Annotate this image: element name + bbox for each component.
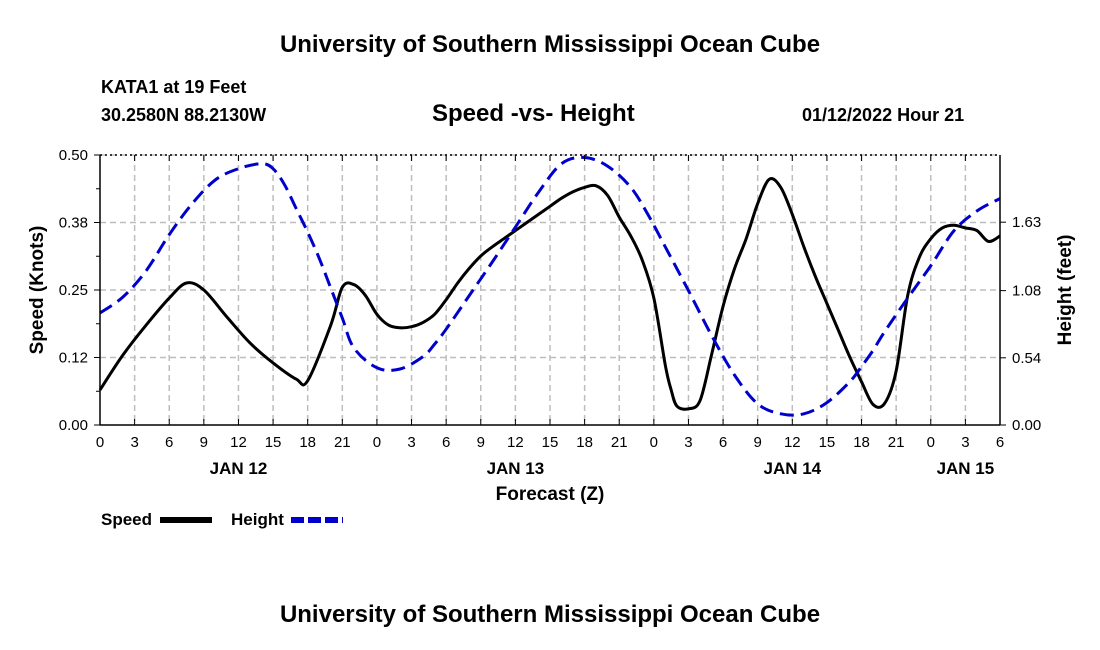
speed-height-chart: 0 3 6 9 12 15 18 21 0 3 6 9 12 15 18 21 0 3 6 9 12 15 18 21 0 3 60… xyxy=(27,147,1076,529)
y-tick-label: 0.25 xyxy=(59,282,88,299)
main-title: University of Southern Mississippi Ocean… xyxy=(279,31,821,58)
x-tick-label: 18 xyxy=(576,434,593,451)
x-axis-title: Forecast (Z) xyxy=(496,484,605,505)
datetime-label: 01/12/2022 Hour 21 xyxy=(802,105,965,125)
legend-height-label: Height xyxy=(231,510,284,529)
station-label: KATA1 at 19 Feet xyxy=(101,77,247,97)
x-tick-label: 9 xyxy=(200,434,208,451)
x-tick-label: 3 xyxy=(130,434,138,451)
x-tick-label: 0 xyxy=(373,434,381,451)
y-tick-label: 0.00 xyxy=(59,417,88,434)
x-tick-label: 12 xyxy=(507,434,524,451)
height-series-line xyxy=(99,155,1001,417)
y2-tick-label: 0.00 xyxy=(1012,417,1041,434)
x-tick-label: 21 xyxy=(611,434,628,451)
x-tick-label: 12 xyxy=(230,434,247,451)
legend-speed-label: Speed xyxy=(101,510,152,529)
axes: 0 3 6 9 12 15 18 21 0 3 6 9 12 15 18 21 0 3 6 9 12 15 18 21 0 3 60… xyxy=(59,147,1041,478)
day-label: JAN 13 xyxy=(487,459,545,478)
x-tick-label: 15 xyxy=(819,434,836,451)
day-label: JAN 15 xyxy=(937,459,995,478)
y2-tick-label: 1.08 xyxy=(1012,283,1041,300)
x-tick-label: 0 xyxy=(927,434,935,451)
day-label: JAN 12 xyxy=(210,459,268,478)
x-tick-label: 15 xyxy=(265,434,282,451)
y-tick-label: 0.50 xyxy=(59,147,88,164)
coordinates-label: 30.2580N 88.2130W xyxy=(101,105,267,125)
grid xyxy=(100,154,1000,425)
y2-axis-title: Height (feet) xyxy=(1055,235,1076,346)
x-tick-label: 6 xyxy=(442,434,450,451)
x-tick-label: 21 xyxy=(888,434,905,451)
chart-subtitle: Speed -vs- Height xyxy=(432,100,635,127)
x-tick-label: 6 xyxy=(165,434,173,451)
x-tick-label: 3 xyxy=(684,434,692,451)
x-tick-label: 3 xyxy=(961,434,969,451)
day-label: JAN 14 xyxy=(763,459,821,478)
y2-tick-label: 0.54 xyxy=(1012,350,1041,367)
x-tick-label: 0 xyxy=(96,434,104,451)
legend: Speed Height xyxy=(101,510,343,529)
y-tick-label: 0.12 xyxy=(59,350,88,367)
axis-labels: Forecast (Z) Speed (Knots) Height (feet) xyxy=(27,226,1076,505)
x-tick-label: 6 xyxy=(719,434,727,451)
x-tick-label: 15 xyxy=(542,434,559,451)
y-tick-label: 0.38 xyxy=(59,215,88,232)
x-tick-label: 12 xyxy=(784,434,801,451)
x-tick-label: 21 xyxy=(334,434,351,451)
y-axis-title: Speed (Knots) xyxy=(27,226,48,355)
x-tick-label: 9 xyxy=(477,434,485,451)
x-tick-label: 6 xyxy=(996,434,1004,451)
series-layer xyxy=(98,155,1001,417)
x-tick-label: 18 xyxy=(299,434,316,451)
x-tick-label: 18 xyxy=(853,434,870,451)
x-tick-label: 3 xyxy=(407,434,415,451)
y2-tick-label: 1.63 xyxy=(1012,214,1041,231)
footer-title: University of Southern Mississippi Ocean… xyxy=(279,601,821,628)
x-tick-label: 0 xyxy=(650,434,658,451)
speed-series-line xyxy=(98,177,1001,411)
x-tick-label: 9 xyxy=(754,434,762,451)
